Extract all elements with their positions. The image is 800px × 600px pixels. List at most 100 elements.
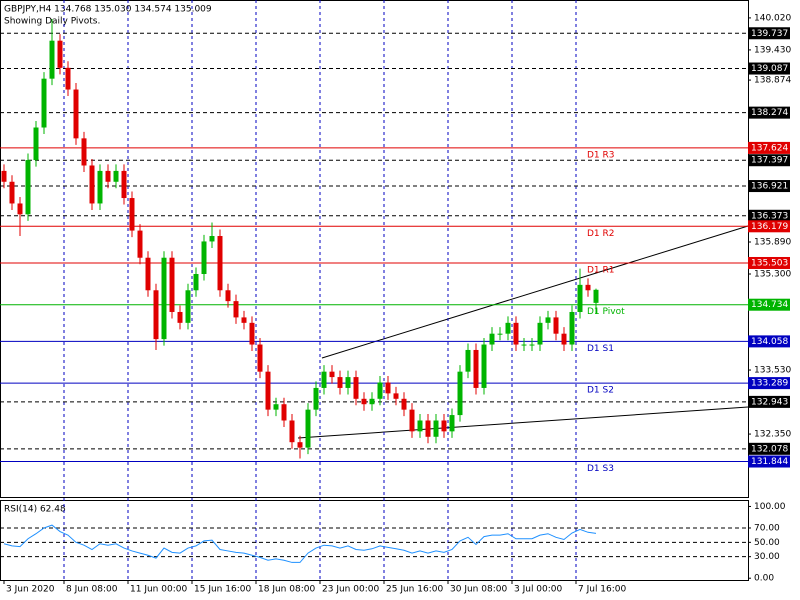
y-tick-label: 140.020 — [754, 13, 791, 23]
candle-body — [497, 333, 503, 335]
candle-body — [489, 333, 495, 345]
level-label: 137.397 — [751, 156, 788, 166]
candle-body — [145, 257, 151, 291]
candle-body — [265, 371, 271, 410]
candle-body — [217, 236, 223, 291]
level-box — [748, 395, 790, 408]
level-box — [748, 256, 790, 269]
x-tick-label: 8 Jun 08:00 — [66, 585, 118, 595]
y-tick-label: 132.350 — [754, 430, 791, 440]
candle-body — [529, 344, 535, 346]
level-box — [748, 220, 790, 233]
level-label: 136.921 — [751, 182, 788, 192]
candle-body — [577, 284, 583, 312]
candle-body — [49, 40, 55, 79]
level-label: 136.373 — [751, 211, 788, 221]
pivot-label: D1 S3 — [587, 464, 614, 474]
y-tick-label: 139.430 — [754, 45, 791, 55]
candle-body — [441, 420, 447, 432]
y-tick-label: 138.874 — [754, 76, 791, 86]
candle-body — [57, 40, 63, 68]
level-label: 134.734 — [751, 300, 788, 310]
level-box — [748, 455, 790, 468]
candle-body — [289, 420, 295, 443]
candle-body — [329, 371, 335, 378]
level-label: 132.943 — [751, 397, 788, 407]
level-box — [748, 180, 790, 193]
candle-body — [65, 67, 71, 90]
level-box — [748, 62, 790, 75]
candle-body — [185, 290, 191, 323]
y-tick-label: 135.300 — [754, 270, 791, 280]
candle-body — [377, 382, 383, 399]
candle-body — [73, 89, 79, 139]
candle-body — [209, 236, 215, 242]
level-label: 134.058 — [751, 337, 788, 347]
x-tick-label: 7 Jul 16:00 — [578, 585, 627, 595]
candle-body — [337, 377, 343, 388]
candle-body — [33, 127, 39, 161]
candle-body — [569, 311, 575, 345]
candle-body — [257, 344, 263, 372]
candle-body — [481, 344, 487, 388]
trendline — [297, 406, 749, 439]
candle-body — [353, 377, 359, 399]
candle-body — [321, 371, 327, 388]
candle-body — [537, 322, 543, 345]
candle-body — [505, 322, 511, 334]
y-tick-label: 135.890 — [754, 237, 791, 247]
candle-body — [225, 290, 231, 302]
trendline — [321, 225, 749, 359]
candle-body — [553, 317, 559, 334]
candle-body — [113, 170, 119, 182]
candle-body — [593, 289, 599, 303]
candle-body — [361, 398, 367, 405]
main-pane — [0, 0, 749, 498]
candle-body — [81, 138, 87, 166]
rsi-title: RSI(14) 62.48 — [4, 505, 66, 515]
y-tick-label: 0.00 — [754, 574, 774, 584]
level-box — [748, 298, 790, 311]
y-tick-label: 70.00 — [754, 523, 780, 533]
level-label: 136.179 — [751, 222, 788, 232]
candle-body — [369, 398, 375, 405]
level-box — [748, 442, 790, 455]
level-label: 131.844 — [751, 457, 788, 467]
candle-body — [425, 420, 431, 437]
candle-body — [449, 415, 455, 432]
x-tick-label: 3 Jul 00:00 — [514, 585, 563, 595]
level-label: 133.289 — [751, 379, 788, 389]
candle-body — [241, 317, 247, 323]
candle-body — [513, 322, 519, 345]
level-label: 135.503 — [751, 258, 788, 268]
level-label: 132.078 — [751, 444, 788, 454]
candle-body — [97, 170, 103, 204]
chart-title: GBPJPY,H4 134.768 135.030 134.574 135.00… — [4, 5, 212, 15]
candle-body — [585, 284, 591, 291]
candle-body — [137, 230, 143, 258]
pivot-label: D1 R1 — [587, 265, 615, 275]
pivot-label: D1 S1 — [587, 344, 614, 354]
level-box — [748, 377, 790, 390]
candle-body — [457, 371, 463, 416]
candle-body — [385, 382, 391, 394]
level-label: 139.087 — [751, 64, 788, 74]
candle-body — [465, 349, 471, 372]
level-label: 139.737 — [751, 29, 788, 39]
candle-body — [41, 78, 47, 128]
candle-body — [233, 301, 239, 318]
x-tick-label: 23 Jun 00:00 — [322, 585, 379, 595]
candle-body — [561, 333, 567, 345]
y-tick-label: 50.00 — [754, 538, 780, 548]
candle-body — [281, 404, 287, 421]
level-label: 138.274 — [751, 108, 788, 118]
candle-body — [161, 257, 167, 340]
candle-body — [129, 198, 135, 231]
pivot-label: D1 S2 — [587, 386, 614, 396]
candle-body — [305, 409, 311, 448]
level-box — [748, 154, 790, 167]
candle-body — [89, 165, 95, 204]
rsi-pane — [0, 500, 749, 581]
candle-body — [417, 420, 423, 432]
pivot-label: D1 Pivot — [587, 307, 625, 317]
